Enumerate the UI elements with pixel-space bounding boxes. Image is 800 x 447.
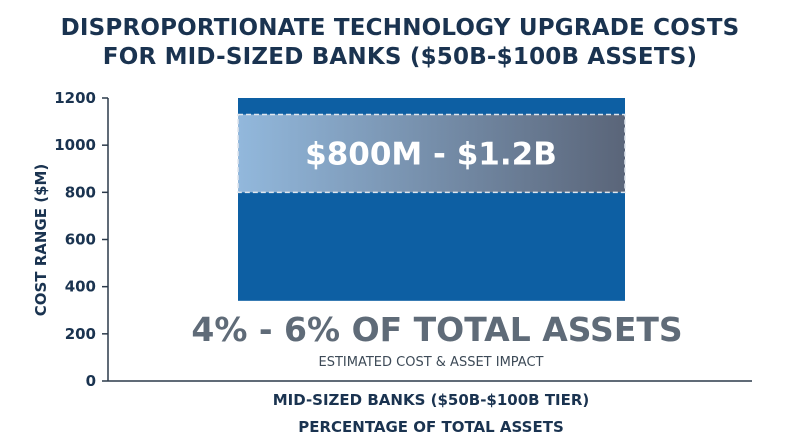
y-tick-label-1200: 1200 bbox=[54, 89, 96, 107]
y-tick-label-1000: 1000 bbox=[54, 136, 96, 154]
x-axis-category-label: MID-SIZED BANKS ($50B-$100B TIER) bbox=[273, 391, 590, 409]
y-tick-label-600: 600 bbox=[65, 231, 96, 249]
percent-of-assets-label: 4% - 6% OF TOTAL ASSETS bbox=[191, 310, 682, 349]
chart-title-line-1: DISPROPORTIONATE TECHNOLOGY UPGRADE COST… bbox=[60, 15, 740, 41]
y-tick-label-0: 0 bbox=[86, 372, 96, 390]
y-tick-label-200: 200 bbox=[65, 325, 96, 343]
impact-caption: ESTIMATED COST & ASSET IMPACT bbox=[319, 355, 544, 370]
y-axis-ticks: 0 200 400 600 800 1000 1200 bbox=[54, 89, 108, 390]
y-axis-label: COST RANGE ($M) bbox=[32, 164, 50, 317]
chart-title-line-2: FOR MID-SIZED BANKS ($50B-$100B ASSETS) bbox=[102, 44, 698, 70]
chart-title: DISPROPORTIONATE TECHNOLOGY UPGRADE COST… bbox=[0, 14, 800, 72]
y-tick-label-800: 800 bbox=[65, 183, 96, 201]
x-axis-secondary-label: PERCENTAGE OF TOTAL ASSETS bbox=[298, 418, 564, 436]
y-tick-label-400: 400 bbox=[65, 278, 96, 296]
highlight-range-label: $800M - $1.2B bbox=[305, 136, 557, 172]
highlight-range-band bbox=[237, 113, 626, 194]
